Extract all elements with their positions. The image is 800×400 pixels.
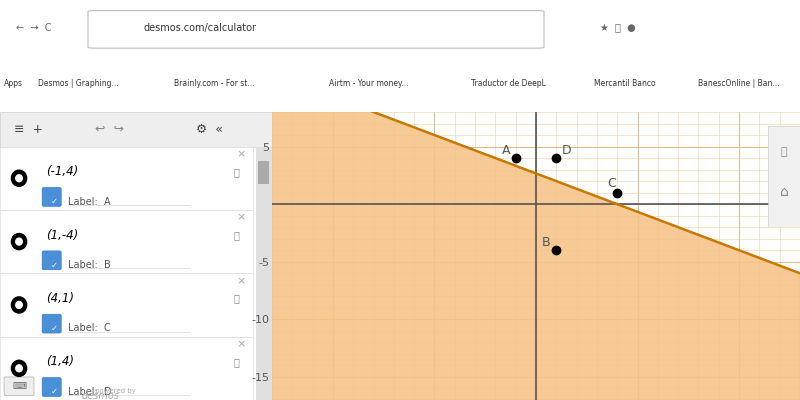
Text: Airtm - Your money...: Airtm - Your money... [329, 80, 408, 88]
FancyBboxPatch shape [4, 377, 34, 396]
Text: C: C [607, 177, 616, 190]
Text: D: D [562, 144, 571, 157]
Text: ✓: ✓ [50, 197, 58, 206]
Text: ✓: ✓ [50, 387, 58, 396]
Text: A: A [502, 144, 510, 157]
Bar [0, 210, 253, 273]
FancyBboxPatch shape [88, 11, 544, 48]
Circle shape [11, 234, 26, 250]
Text: ≡  +: ≡ + [14, 123, 42, 136]
FancyBboxPatch shape [42, 188, 61, 206]
FancyBboxPatch shape [42, 251, 61, 270]
Bar [256, 146, 272, 400]
Circle shape [16, 175, 22, 182]
Text: powered by: powered by [95, 388, 136, 394]
Text: BanescOnline | Ban...: BanescOnline | Ban... [698, 80, 780, 88]
Bar [0, 337, 253, 400]
FancyBboxPatch shape [42, 378, 61, 396]
Circle shape [16, 302, 22, 308]
Bar [258, 161, 270, 184]
Text: (1,4): (1,4) [46, 356, 74, 368]
Text: ←  →  C: ← → C [16, 23, 51, 33]
Text: Brainly.com - For st...: Brainly.com - For st... [174, 80, 254, 88]
Bar [0, 112, 272, 146]
Text: Apps: Apps [4, 80, 23, 88]
Text: ✓: ✓ [50, 260, 58, 270]
Circle shape [11, 297, 26, 313]
Text: 🔧: 🔧 [234, 357, 240, 367]
Text: Desmos | Graphing...: Desmos | Graphing... [38, 80, 118, 88]
Text: 🔧: 🔧 [234, 167, 240, 177]
Circle shape [16, 365, 22, 372]
Text: ×: × [237, 339, 246, 349]
Text: Label:  B: Label: B [68, 260, 110, 270]
Text: Label:  A: Label: A [68, 197, 110, 207]
Bar [0, 273, 253, 337]
Polygon shape [272, 112, 800, 400]
Text: desmos: desmos [82, 391, 120, 400]
Text: ×: × [237, 212, 246, 222]
Text: Label:  C: Label: C [68, 324, 110, 334]
Text: Mercantil Banco: Mercantil Banco [594, 80, 656, 88]
Text: ⚙  «: ⚙ « [196, 123, 222, 136]
Text: 🔧: 🔧 [781, 147, 787, 157]
Text: ↩  ↪: ↩ ↪ [95, 123, 124, 136]
Text: ★  ⓤ  ●: ★ ⓤ ● [600, 23, 636, 33]
Text: 🔧: 🔧 [234, 230, 240, 240]
Text: Label:  D: Label: D [68, 387, 112, 397]
Text: ×: × [237, 276, 246, 286]
Text: desmos.com/calculator: desmos.com/calculator [144, 23, 257, 33]
Text: ✓: ✓ [50, 324, 58, 333]
Text: 🔧: 🔧 [234, 294, 240, 304]
Bar [0, 146, 253, 210]
Text: ⌨: ⌨ [12, 382, 26, 392]
Text: B: B [542, 236, 550, 249]
Circle shape [11, 360, 26, 376]
Circle shape [11, 170, 26, 186]
Circle shape [16, 238, 22, 245]
FancyBboxPatch shape [42, 314, 61, 333]
Text: ⌂: ⌂ [780, 185, 788, 199]
Text: ×: × [237, 149, 246, 159]
Text: (-1,4): (-1,4) [46, 166, 78, 178]
Text: Traductor de DeepL: Traductor de DeepL [471, 80, 546, 88]
Text: (1,-4): (1,-4) [46, 229, 78, 242]
Text: (4,1): (4,1) [46, 292, 74, 305]
